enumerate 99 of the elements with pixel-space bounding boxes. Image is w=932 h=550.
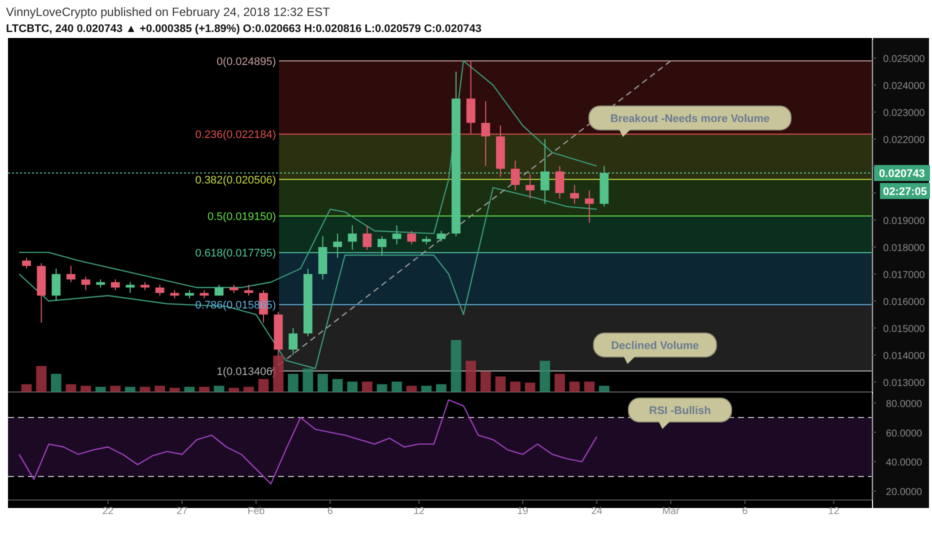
candlestick [378,236,386,256]
bar [480,371,491,392]
bar [110,386,121,392]
candlestick [288,328,298,356]
bar [510,382,520,392]
x-tick-label: 12 [828,506,840,517]
candlestick [22,257,31,270]
text: 02:27:05 [882,186,928,198]
y-tick-label: 0.015000 [883,324,926,336]
bar [50,374,62,392]
x-tick-label: 22 [102,506,114,517]
bar [199,386,210,392]
ref-line-label: 0(0.024895) [216,56,276,68]
bar [66,384,76,392]
x-tick-label: 19 [517,506,529,517]
ref-line-label: 0.5(0.019150) [208,211,276,223]
bar [362,382,372,392]
bar [184,386,195,392]
bar [125,386,136,392]
candlestick [81,276,90,291]
candlestick [481,100,490,167]
x-tick-label: 6 [327,506,334,517]
bar [302,368,314,392]
y-tick-label: 0.013000 [883,378,926,390]
bar [347,382,358,392]
candlestick [526,174,535,199]
y-tick-label: 0.023000 [883,108,926,120]
bar [140,386,150,392]
candlestick [407,230,416,245]
bar [569,382,580,392]
bar [36,366,47,392]
candlestick [110,278,120,291]
bar [466,360,476,392]
bar [154,386,165,392]
x-tick-label: Feb [247,506,266,517]
y-tick-label: 0.018000 [883,243,926,254]
annotation: Declined Volume [611,340,699,352]
candlestick [584,190,594,224]
bar [21,384,32,392]
x-tick-label: 27 [176,506,188,517]
candlestick [570,184,579,204]
bar [228,388,240,392]
candlestick [155,284,164,296]
bar [392,382,402,392]
y-tick-label: 0.022000 [883,135,926,146]
ref-line-label: 0.020743 [879,168,925,180]
bar [288,374,298,392]
annotation: RSI -Bullish [649,405,712,417]
bar [406,386,417,392]
bar [540,360,550,392]
y-tick-label: 20.0000 [886,487,923,498]
bar [450,340,462,392]
bar [421,386,432,392]
candlestick [510,160,520,191]
bar [524,382,536,392]
x-tick-label: 6 [742,506,748,517]
candlestick [66,265,76,283]
bar [495,376,506,392]
candlestick [362,224,372,250]
bar [318,374,328,392]
annotation: Breakout -Needs more Volume [610,113,770,125]
y-tick-label: 60.0000 [886,428,923,440]
chart-subtitle: LTCBTC, 240 0.020743 ▲ +0.000385 (+1.89%) O:0.020663 H:0.020816 L:0.020579 C:0.020743 [6,23,482,35]
bar [258,379,269,392]
y-tick-label: 0.014000 [883,351,926,362]
line-series [18,399,598,484]
y-tick-label: 0.017000 [883,270,926,282]
bar [332,379,343,392]
chart-title: VinnyLoveCrypto published on February 24, 2018 12:32 EST [6,5,331,19]
ref-line-label: 0.382(0.020506) [195,174,276,186]
ref-line-label: 0.236(0.022184) [195,129,276,142]
y-tick-label: 0.025000 [883,54,926,66]
candlestick [540,138,550,204]
bar [214,386,224,392]
y-tick-label: 0.019000 [883,216,926,228]
ref-line-label: 0.618(0.017795) [195,248,276,260]
y-tick-label: 0.016000 [883,297,926,308]
x-tick-label: Mar [662,506,680,517]
candlestick [436,230,446,242]
candlestick [348,224,357,250]
bar [436,384,446,392]
x-tick-label: 24 [591,506,603,517]
bar [244,386,254,392]
candlestick [52,268,61,302]
bar [169,388,180,392]
bar [95,386,106,392]
candlestick [392,224,402,245]
bar [584,382,595,392]
x-tick-label: 12 [413,506,426,517]
bar [554,374,565,392]
y-tick-label: 0.024000 [883,81,926,92]
candlestick [244,284,254,296]
candlestick [333,233,342,258]
bar [376,384,388,392]
bar [598,386,610,392]
y-tick-label: 80.0000 [886,398,923,410]
y-tick-label: 40.0000 [886,458,923,469]
candlestick [555,166,564,199]
bar [80,386,91,392]
